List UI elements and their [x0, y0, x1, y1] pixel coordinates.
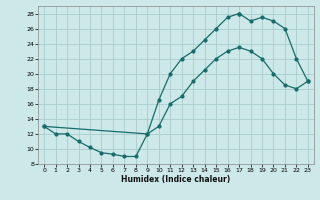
X-axis label: Humidex (Indice chaleur): Humidex (Indice chaleur) [121, 175, 231, 184]
